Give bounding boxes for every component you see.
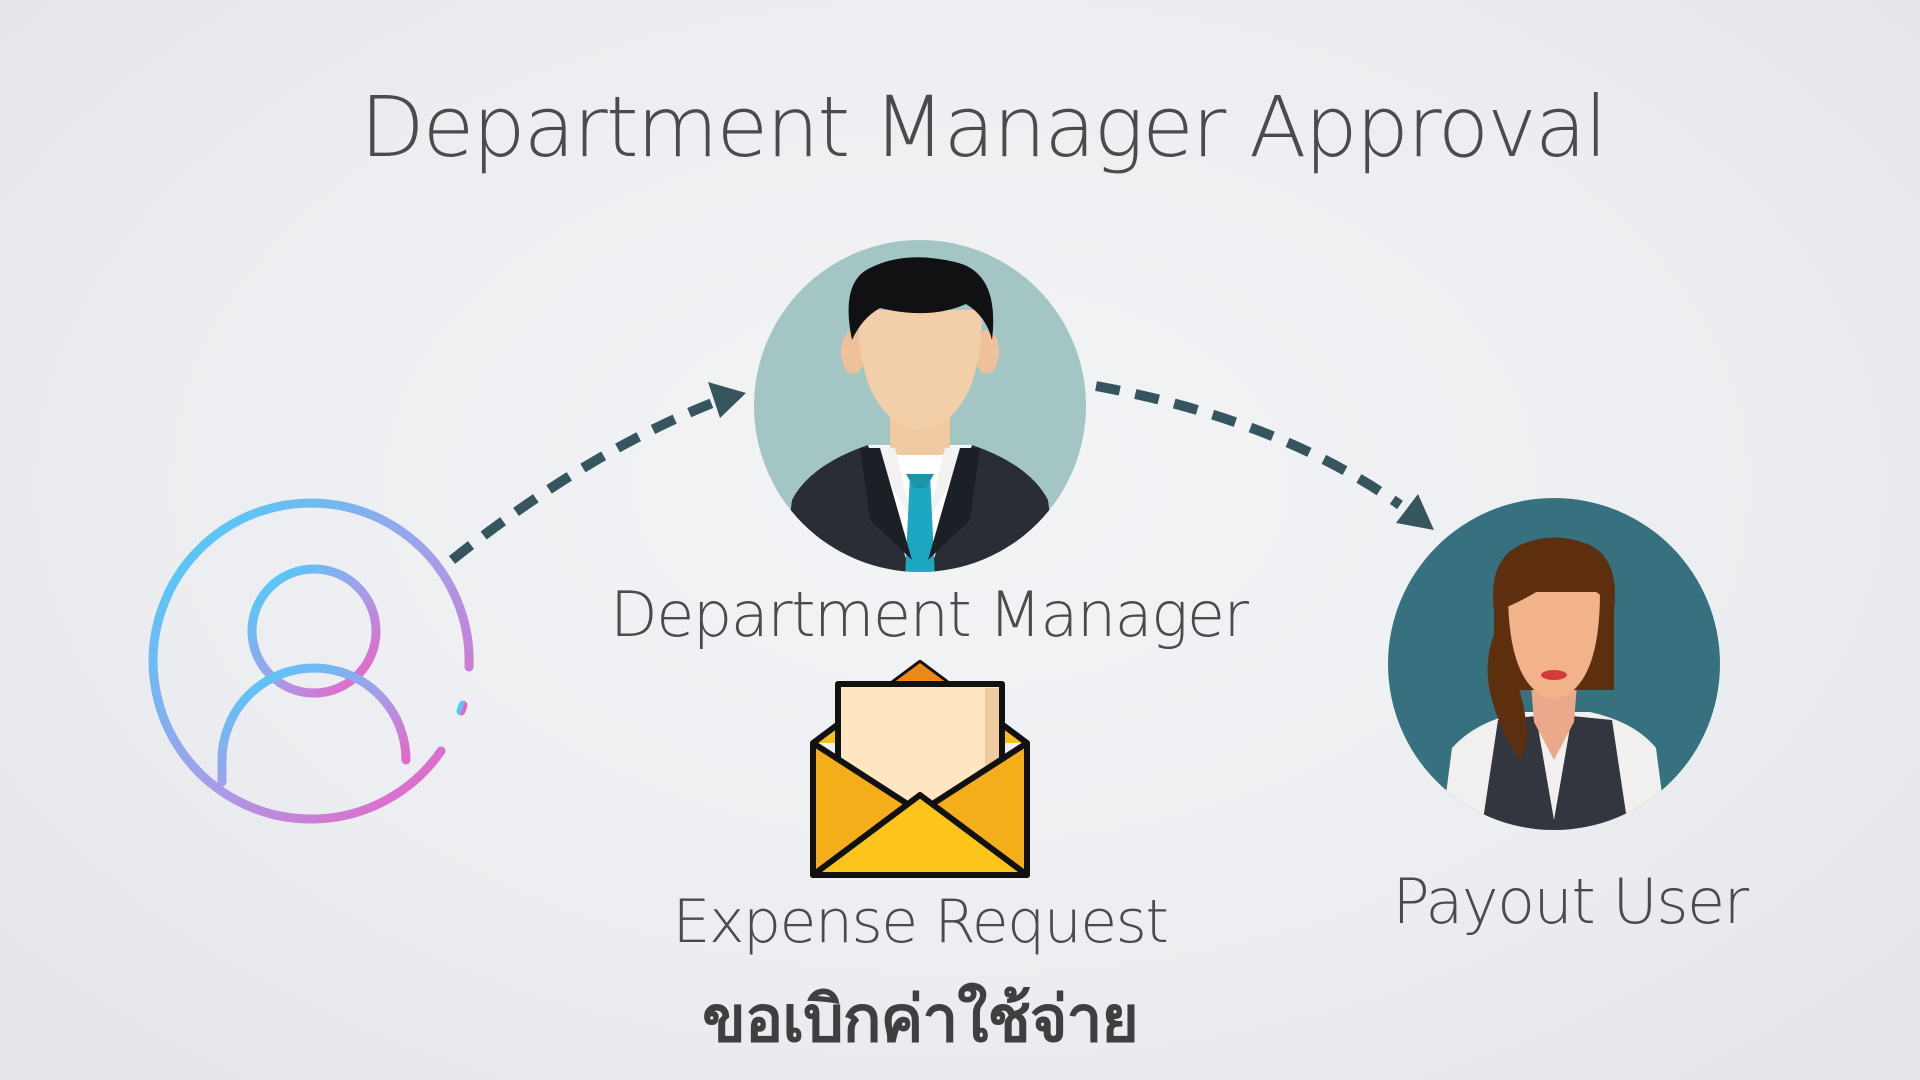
slide-title: Department Manager Approval [360, 78, 1608, 176]
businesswoman-avatar-icon [1388, 498, 1720, 830]
envelope-letter-icon [810, 660, 1030, 878]
payout-user-label: Payout User [1392, 865, 1749, 938]
businessman-avatar-icon [754, 240, 1086, 572]
user-outline-icon [148, 498, 474, 824]
expense-request-thai-label: ขอเบิกค่าใช้จ่าย [702, 983, 1139, 1057]
manager-label: Department Manager [610, 578, 1249, 651]
expense-request-label: Expense Request [672, 887, 1169, 957]
arrow-manager-to-payout [1095, 381, 1434, 530]
arrow-requester-to-manager [448, 382, 746, 564]
